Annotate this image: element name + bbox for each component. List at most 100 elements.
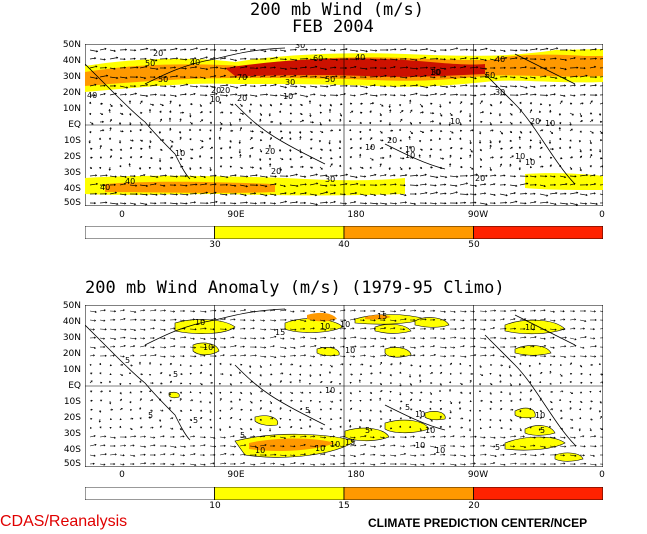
- wind-vector-head: [189, 372, 192, 375]
- wind-vector-head: [308, 424, 312, 427]
- wind-vector: [569, 337, 577, 340]
- wind-vector-head: [288, 132, 292, 135]
- wind-vector-head: [590, 153, 593, 157]
- wind-vector: [469, 174, 478, 177]
- wind-vector-head: [354, 76, 357, 79]
- wind-vector-head: [100, 381, 103, 384]
- wind-vector: [199, 56, 208, 60]
- wind-vector-head: [330, 163, 333, 166]
- wind-vector-head: [480, 120, 483, 123]
- wind-vector-head: [550, 156, 553, 159]
- wind-vector-head: [230, 416, 233, 419]
- wind-vector-head: [559, 164, 562, 168]
- wind-vector: [209, 310, 216, 312]
- wind-vector-head: [461, 417, 464, 420]
- wind-vector-head: [210, 392, 213, 395]
- wind-vector-head: [519, 391, 522, 394]
- wind-vector-head: [393, 355, 396, 358]
- wind-vector: [219, 193, 228, 196]
- wind-vector-head: [533, 436, 536, 439]
- wind-vector-head: [194, 463, 197, 467]
- wind-vector: [259, 175, 268, 178]
- wind-vector: [139, 66, 147, 69]
- wind-vector: [139, 174, 145, 177]
- wind-vector-head: [200, 417, 203, 419]
- wind-vector-head: [152, 327, 155, 330]
- wind-vector-head: [214, 48, 217, 51]
- wind-vector-head: [203, 444, 206, 447]
- wind-vector-head: [254, 202, 257, 205]
- wind-vector-head: [398, 128, 402, 131]
- wind-vector-head: [242, 345, 245, 348]
- wind-vector-head: [172, 453, 175, 456]
- wind-vector-head: [173, 310, 176, 313]
- wind-vector-head: [130, 408, 133, 412]
- wind-vector-head: [519, 398, 522, 401]
- wind-vector-head: [570, 167, 573, 170]
- wind-vector: [569, 49, 576, 52]
- wind-vector: [389, 355, 395, 357]
- wind-vector: [389, 66, 396, 69]
- wind-vector: [159, 453, 166, 456]
- wind-vector: [569, 328, 575, 330]
- wind-vector-head: [93, 94, 97, 97]
- wind-vector-head: [203, 175, 206, 179]
- wind-vector: [459, 319, 465, 321]
- wind-vector-head: [411, 156, 415, 159]
- wind-vector-head: [498, 114, 502, 117]
- wind-vector-head: [430, 102, 433, 105]
- wind-vector-head: [270, 402, 272, 405]
- wind-vector-head: [105, 66, 108, 69]
- wind-vector: [559, 85, 566, 87]
- wind-vector-head: [529, 417, 532, 420]
- wind-vector-head: [105, 174, 108, 177]
- wind-vector-head: [500, 121, 503, 124]
- wind-vector-head: [344, 337, 347, 340]
- wind-vector-head: [124, 93, 127, 96]
- wind-vector-head: [238, 398, 242, 401]
- wind-vector-head: [333, 462, 336, 466]
- wind-vector: [209, 166, 212, 171]
- wind-vector-head: [394, 183, 397, 186]
- wind-vector-head: [248, 109, 252, 112]
- wind-vector: [159, 184, 165, 187]
- wind-vector-head: [399, 393, 402, 396]
- wind-vector-head: [214, 309, 217, 312]
- wind-vector-head: [315, 173, 318, 176]
- wind-vector-head: [399, 371, 402, 374]
- wind-vector-head: [164, 193, 167, 196]
- wind-vector: [579, 193, 588, 196]
- wind-vector-head: [551, 147, 555, 151]
- wind-vector: [309, 85, 317, 88]
- wind-vector-head: [393, 435, 396, 439]
- wind-vector: [459, 436, 465, 438]
- wind-vector-head: [363, 183, 366, 187]
- wind-vector-head: [499, 419, 502, 422]
- wind-vector: [389, 202, 397, 205]
- wind-vector-head: [264, 66, 267, 69]
- wind-vector-head: [200, 364, 203, 367]
- wind-vector-head: [284, 74, 287, 78]
- wind-vector-head: [370, 429, 373, 431]
- wind-vector-head: [340, 114, 343, 117]
- wind-vector: [199, 328, 207, 330]
- wind-vector-head: [170, 145, 173, 148]
- wind-vector-head: [195, 76, 198, 79]
- wind-vector-head: [120, 148, 123, 151]
- wind-vector-head: [134, 202, 137, 206]
- wind-vector: [369, 355, 375, 358]
- wind-vector: [239, 66, 247, 69]
- wind-vector-head: [211, 381, 214, 385]
- wind-vector: [389, 48, 396, 51]
- wind-vector-head: [493, 436, 496, 439]
- wind-vector-head: [483, 436, 486, 439]
- wind-vector-head: [434, 453, 437, 456]
- wind-vector-head: [384, 67, 387, 70]
- wind-vector: [99, 444, 106, 447]
- wind-vector-head: [403, 328, 406, 331]
- wind-vector-head: [309, 374, 312, 377]
- wind-vector: [159, 319, 165, 321]
- wind-vector: [599, 193, 603, 196]
- wind-vector-head: [494, 59, 497, 62]
- wind-vector-head: [460, 147, 463, 150]
